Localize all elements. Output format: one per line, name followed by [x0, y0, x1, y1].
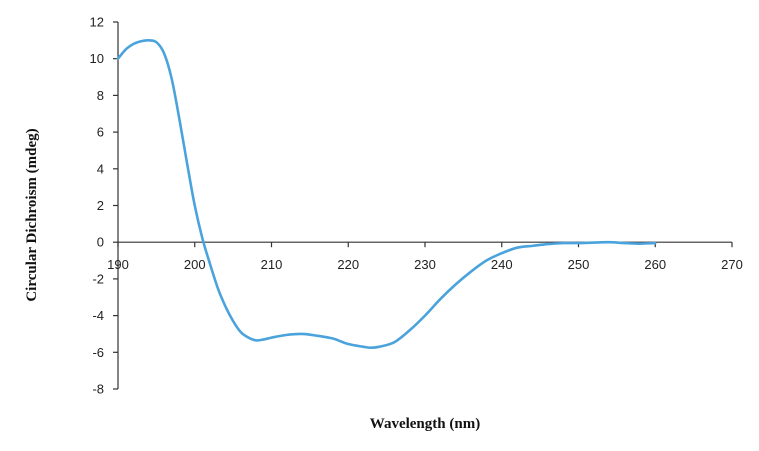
x-axis-title: Wavelength (nm)	[370, 416, 480, 432]
x-tick-label: 270	[721, 257, 743, 272]
x-tick-label: 200	[184, 257, 206, 272]
x-tick-label: 240	[491, 257, 513, 272]
x-tick-label: 250	[568, 257, 590, 272]
y-axis-title: Circular Dichroism (mdeg)	[24, 128, 40, 301]
y-tick-label: 4	[97, 161, 104, 176]
y-tick-label: 6	[97, 125, 104, 140]
x-axis: 190 200 210 220 230 240 250 260 270	[107, 241, 743, 272]
y-tick-label: 12	[90, 15, 104, 30]
x-tick-label: 260	[644, 257, 666, 272]
y-tick-label: -4	[92, 308, 104, 323]
y-tick-label: 2	[97, 198, 104, 213]
x-tick-label: 230	[414, 257, 436, 272]
x-tick-label: 190	[107, 257, 129, 272]
y-axis: 12 10 8 6 4 2 0 -2 -4 -6 -8	[90, 15, 119, 397]
y-tick-label: 8	[97, 88, 104, 103]
y-tick-label: -8	[92, 382, 104, 397]
y-tick-label: -6	[92, 345, 104, 360]
x-tick-label: 220	[337, 257, 359, 272]
series-line-0	[116, 39, 657, 350]
y-tick-label: 10	[90, 51, 104, 66]
x-tick-label: 210	[261, 257, 283, 272]
y-tick-label: -2	[92, 271, 104, 286]
series-layer	[116, 39, 657, 350]
y-tick-label: 0	[97, 235, 104, 250]
